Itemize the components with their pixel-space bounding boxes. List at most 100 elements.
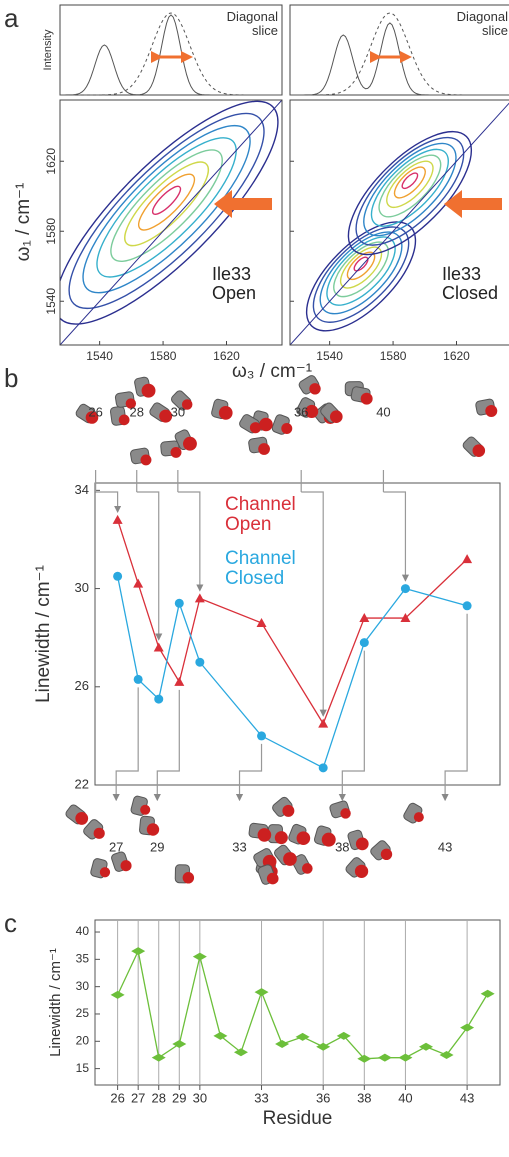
residue-label: 38 <box>335 839 349 854</box>
x-tick-label: 1580 <box>150 349 177 363</box>
water-oxygen <box>140 804 151 815</box>
water-oxygen <box>380 848 393 861</box>
y-tick-label: 34 <box>75 482 89 497</box>
data-point <box>213 1031 228 1040</box>
residue-label: 27 <box>109 839 123 854</box>
y-tick-label: 35 <box>76 952 90 966</box>
contours <box>290 102 509 345</box>
y-tick-label: 1620 <box>44 148 58 175</box>
spectrum-label: Ile33 Closed <box>442 264 499 303</box>
residue-label: 26 <box>88 404 102 419</box>
connector <box>95 470 118 512</box>
data-point <box>400 613 411 623</box>
plot-frame <box>94 919 501 1086</box>
water-oxygen <box>329 410 343 424</box>
contour-line <box>124 161 210 247</box>
data-point <box>377 1053 392 1062</box>
water-oxygen <box>296 831 311 845</box>
y-tick-label: 30 <box>75 580 89 595</box>
data-point <box>257 731 267 741</box>
water-oxygen <box>258 443 270 455</box>
connector <box>157 689 180 800</box>
x-tick-label: 1620 <box>443 349 470 363</box>
data-point <box>439 1050 454 1059</box>
residue-label: 36 <box>294 404 308 419</box>
legend-entry: Channel Open <box>225 494 296 535</box>
x-tick-label: 30 <box>193 1090 207 1105</box>
contour-line <box>401 172 419 190</box>
y-tick-label: 22 <box>75 776 89 791</box>
connector <box>136 470 159 640</box>
water-oxygen <box>182 872 195 884</box>
water-oxygen <box>170 446 182 458</box>
series-line <box>116 519 468 726</box>
x-axis-label: Residue <box>263 1108 333 1129</box>
x-tick-label: 33 <box>254 1090 268 1105</box>
fit-slice <box>290 12 509 96</box>
data-point <box>462 601 472 611</box>
water-oxygen <box>302 863 313 874</box>
contour-line <box>96 137 237 278</box>
series-line <box>117 949 489 1060</box>
panel-label: b <box>4 363 18 393</box>
data-point <box>151 1053 166 1062</box>
contour-line <box>312 226 410 323</box>
data-point <box>316 1042 331 1051</box>
connector <box>342 650 365 800</box>
data-point <box>112 514 123 524</box>
contour-line <box>110 149 223 263</box>
x-tick-label: 40 <box>398 1090 412 1105</box>
connector <box>240 743 263 800</box>
water-oxygen <box>281 423 293 434</box>
contour-line <box>386 160 434 209</box>
water-oxygen <box>257 828 272 842</box>
contour-line <box>151 185 182 215</box>
water-oxygen <box>266 872 279 885</box>
contour-line <box>138 173 196 231</box>
x-tick-label: 1620 <box>213 349 240 363</box>
y-axis-label: Linewidth / cm⁻¹ <box>47 948 64 1057</box>
y-tick-label: 15 <box>76 1061 90 1075</box>
contours <box>60 100 282 345</box>
y-axis-label: ω₁ / cm⁻¹ <box>13 183 34 262</box>
data-point <box>275 1040 290 1049</box>
spectrum: 1540 1580 1620 1540 1580 1620 <box>44 4 283 363</box>
water-oxygen <box>85 411 99 424</box>
x-tick-label: 29 <box>172 1090 186 1105</box>
contour-line <box>339 246 383 289</box>
water-oxygen <box>355 837 369 851</box>
data-point <box>154 694 164 704</box>
data-point <box>153 642 164 652</box>
contour-line <box>363 142 457 237</box>
water-oxygen <box>125 398 137 409</box>
plot-frame <box>94 482 501 786</box>
water-oxygen <box>99 867 111 878</box>
data-point <box>174 676 185 686</box>
residue-label: 43 <box>438 839 452 854</box>
water-oxygen <box>283 852 297 866</box>
y-tick-label: 1580 <box>44 218 58 245</box>
y-tick-label: 26 <box>75 678 89 693</box>
contour-line <box>353 256 369 272</box>
series-line <box>116 576 468 769</box>
water-oxygen <box>249 422 262 434</box>
data-point <box>318 718 329 728</box>
plot-frame <box>59 99 283 346</box>
water-oxygen <box>141 383 156 398</box>
contour-line <box>355 136 465 246</box>
water-oxygen <box>485 405 498 418</box>
x-tick-label: 28 <box>151 1090 165 1105</box>
contour-line <box>68 112 265 310</box>
data-point <box>172 1040 187 1049</box>
contour-line <box>378 154 442 218</box>
contour-line <box>82 124 251 294</box>
water-oxygen <box>183 436 197 451</box>
water-oxygen <box>360 392 373 405</box>
contour-line <box>60 100 279 325</box>
water-oxygen <box>118 414 130 426</box>
x-tick-label: 1540 <box>316 349 343 363</box>
data-point <box>256 617 267 627</box>
y-tick-label: 1540 <box>44 288 58 315</box>
